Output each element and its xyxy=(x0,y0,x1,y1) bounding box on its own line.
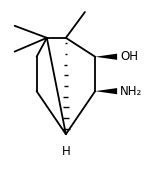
Polygon shape xyxy=(95,88,117,94)
Text: OH: OH xyxy=(120,50,138,63)
Text: NH₂: NH₂ xyxy=(120,85,142,98)
Polygon shape xyxy=(95,54,117,60)
Text: H: H xyxy=(62,145,70,158)
